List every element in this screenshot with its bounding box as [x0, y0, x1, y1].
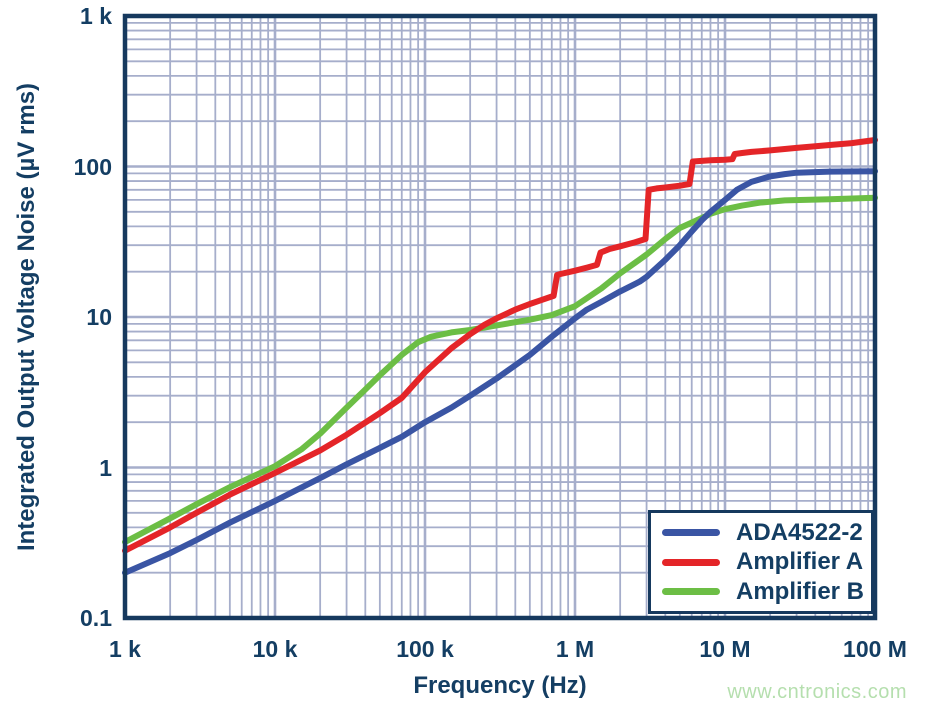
x-tick-label: 10 k [252, 636, 298, 662]
series-line-ada4522-2 [122, 168, 878, 576]
legend: ADA4522-2 Amplifier A Amplifier B [648, 510, 874, 614]
x-tick-label: 1 M [555, 636, 595, 662]
x-axis-title: Frequency (Hz) [413, 672, 587, 699]
legend-label: Amplifier B [736, 577, 865, 605]
legend-swatch-icon [662, 588, 720, 595]
legend-swatch-icon [662, 558, 720, 566]
x-tick-label: 10 M [699, 636, 751, 662]
legend-item: Amplifier B [662, 577, 865, 605]
x-tick-label: 1 k [109, 636, 141, 662]
y-tick-label: 0.1 [80, 605, 112, 631]
legend-label: Amplifier A [736, 548, 864, 575]
y-tick-label: 10 [86, 304, 112, 330]
series-line-amplifier-b [122, 194, 878, 545]
legend-label: ADA4522-2 [736, 518, 863, 546]
y-tick-label: 1 k [80, 3, 112, 29]
legend-item: Amplifier A [662, 548, 864, 575]
x-tick-label: 100 k [396, 636, 454, 662]
legend-swatch-icon [662, 529, 720, 536]
legend-item: ADA4522-2 [662, 518, 863, 546]
plot-border [122, 13, 878, 621]
y-tick-label: 100 [73, 153, 112, 180]
x-tick-label: 100 M [843, 636, 907, 662]
y-tick-label: 1 [99, 454, 112, 481]
watermark: www.cntronics.com [727, 681, 907, 703]
series-line-amplifier-a [122, 137, 878, 554]
